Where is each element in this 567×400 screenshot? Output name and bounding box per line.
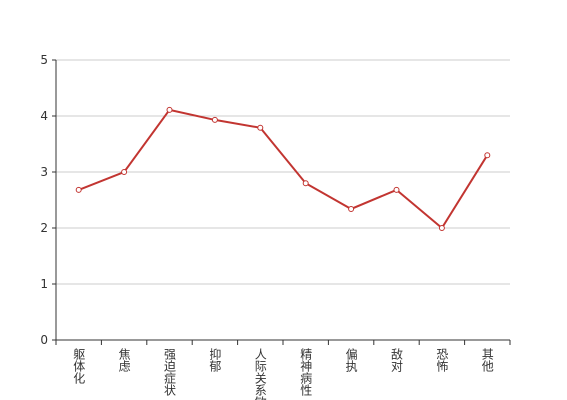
line bbox=[78, 108, 489, 230]
x-tick-label: 偏执 bbox=[344, 347, 358, 373]
x-tick-label: 焦虑 bbox=[117, 348, 131, 372]
y-tick-label: 3 bbox=[40, 165, 48, 179]
x-tick-label: 恐怖 bbox=[435, 348, 449, 372]
y-tick-label: 4 bbox=[40, 109, 48, 123]
x-tick-label: 人际关系敏感 bbox=[253, 348, 267, 400]
point bbox=[348, 205, 355, 212]
point bbox=[302, 180, 309, 187]
point bbox=[166, 106, 173, 113]
x-tick-label: 躯体化 bbox=[72, 347, 86, 385]
x-tick-label: 强迫症状 bbox=[163, 348, 177, 396]
point bbox=[121, 169, 128, 175]
point bbox=[484, 152, 491, 159]
y-tick-label: 0 bbox=[40, 333, 48, 347]
point bbox=[211, 116, 218, 123]
point bbox=[257, 124, 264, 131]
x-tick-label: 精神病性 bbox=[299, 348, 313, 397]
point bbox=[438, 225, 445, 231]
x-tick-label: 抑郁 bbox=[208, 347, 222, 373]
y-tick-label: 1 bbox=[40, 277, 48, 291]
x-tick-label: 敌对 bbox=[390, 347, 404, 372]
x-tick-label: 其他 bbox=[480, 348, 494, 372]
point bbox=[393, 186, 400, 193]
y-tick-label: 5 bbox=[40, 53, 48, 67]
y-tick-label: 2 bbox=[40, 221, 48, 235]
point bbox=[75, 186, 82, 193]
